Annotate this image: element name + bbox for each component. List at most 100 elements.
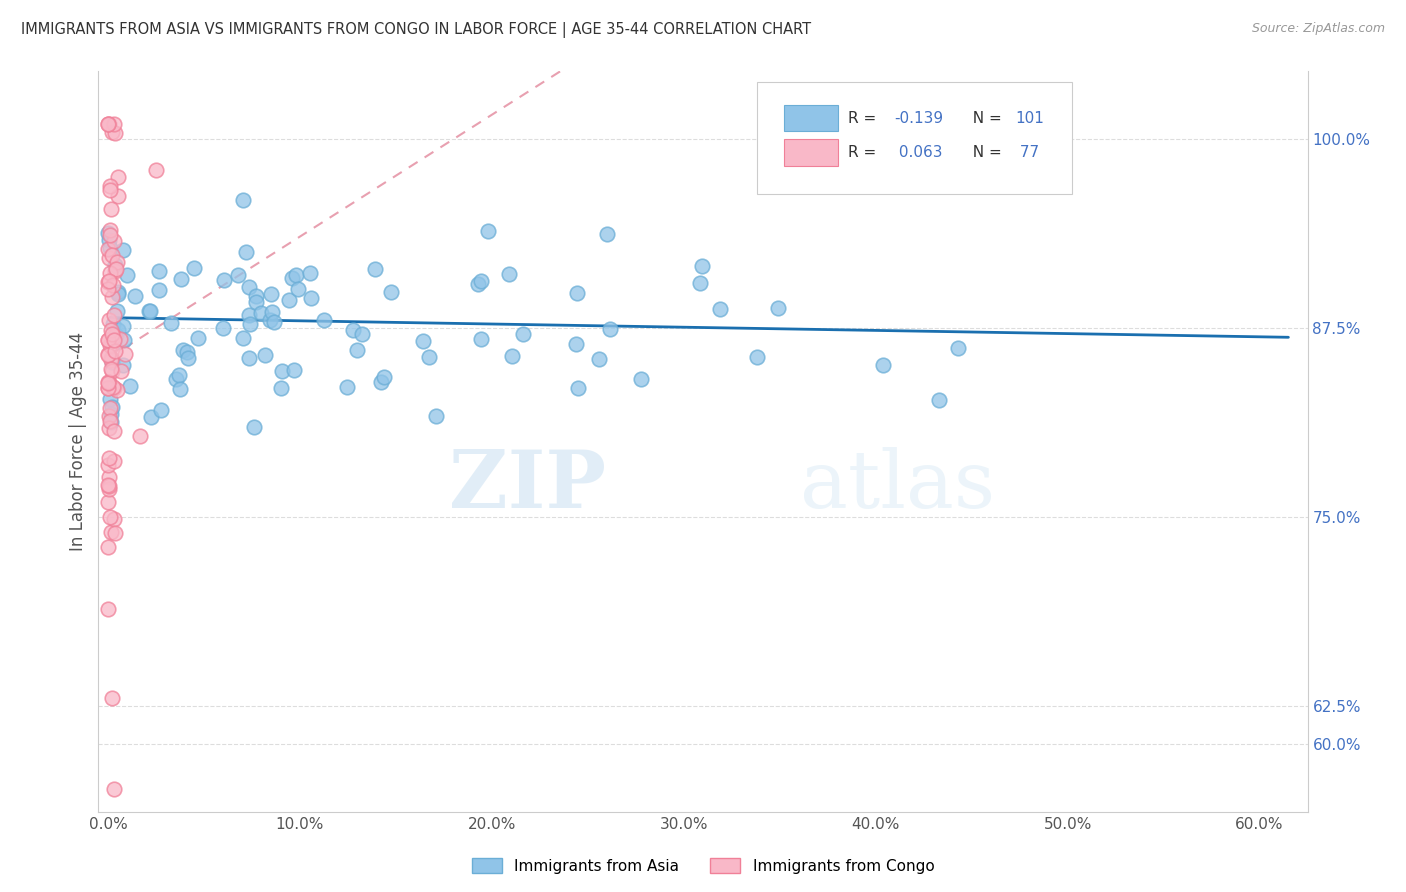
Point <box>97 541 120 555</box>
Point <box>100 202 122 216</box>
Point <box>283 362 305 376</box>
Point <box>103 381 125 395</box>
Point <box>97 478 120 492</box>
Point <box>101 380 124 394</box>
Point <box>745 350 768 364</box>
Point <box>380 285 402 299</box>
Point <box>169 272 191 286</box>
Point <box>98 414 121 428</box>
Point <box>97 421 120 435</box>
Point <box>281 270 304 285</box>
Point <box>425 409 447 424</box>
Point <box>232 331 254 345</box>
Point <box>103 424 125 438</box>
Text: -0.139: -0.139 <box>894 111 943 126</box>
Point <box>138 304 160 318</box>
Point <box>145 162 167 177</box>
Point <box>167 368 190 382</box>
Point <box>139 409 162 424</box>
Text: 101: 101 <box>1015 111 1043 126</box>
Point <box>97 282 120 296</box>
Point <box>97 381 120 395</box>
Point <box>112 319 135 334</box>
Text: R =: R = <box>848 111 882 126</box>
Point <box>630 372 652 386</box>
Point <box>107 323 129 337</box>
Point <box>103 333 125 347</box>
Point <box>97 470 120 484</box>
Point <box>105 383 128 397</box>
Point <box>299 291 322 305</box>
Point <box>104 261 127 276</box>
Point <box>97 333 120 347</box>
Point <box>567 381 589 395</box>
Point <box>111 359 134 373</box>
Point <box>112 243 135 257</box>
Point <box>346 343 368 358</box>
Point <box>271 364 294 378</box>
Point <box>97 458 120 473</box>
Point <box>872 358 894 372</box>
Point <box>103 336 125 351</box>
Point <box>101 125 124 139</box>
Point <box>470 274 492 288</box>
Point <box>287 282 309 296</box>
Point <box>118 379 141 393</box>
Point <box>98 450 121 465</box>
Point <box>260 305 283 319</box>
Text: ZIP: ZIP <box>450 447 606 525</box>
Point <box>103 117 125 131</box>
Point <box>105 304 128 318</box>
FancyBboxPatch shape <box>785 104 838 131</box>
Point <box>98 510 121 524</box>
Point <box>107 189 129 203</box>
Point <box>97 333 120 347</box>
Point <box>104 344 127 359</box>
Point <box>103 782 125 797</box>
Point <box>567 286 589 301</box>
Point <box>110 364 132 378</box>
Point <box>98 241 121 255</box>
Point <box>103 308 125 322</box>
Point <box>97 313 120 327</box>
Point <box>104 526 127 541</box>
Point <box>107 285 129 300</box>
Point <box>98 337 121 351</box>
Point <box>103 234 125 248</box>
Point <box>98 401 121 415</box>
Point <box>165 372 187 386</box>
Point <box>101 355 124 369</box>
Point <box>418 350 440 364</box>
Text: 77: 77 <box>1015 145 1039 161</box>
Point <box>263 315 285 329</box>
Point <box>101 326 124 341</box>
Text: N =: N = <box>963 111 1007 126</box>
Text: R =: R = <box>848 145 882 161</box>
Point <box>212 273 235 287</box>
Point <box>98 266 121 280</box>
Point <box>238 309 260 323</box>
Point <box>103 278 125 293</box>
Point <box>108 332 131 346</box>
FancyBboxPatch shape <box>785 139 838 166</box>
Point <box>100 248 122 262</box>
Point <box>107 170 129 185</box>
Point <box>259 313 281 327</box>
Point <box>115 268 138 283</box>
Point <box>285 268 308 283</box>
Point <box>373 370 395 384</box>
Point <box>100 407 122 421</box>
Point <box>97 495 120 509</box>
Point <box>176 344 198 359</box>
Point <box>97 376 120 391</box>
Text: IMMIGRANTS FROM ASIA VS IMMIGRANTS FROM CONGO IN LABOR FORCE | AGE 35-44 CORRELA: IMMIGRANTS FROM ASIA VS IMMIGRANTS FROM … <box>21 22 811 38</box>
Text: 0.063: 0.063 <box>894 145 942 161</box>
Point <box>270 381 292 395</box>
Point <box>501 349 523 363</box>
Point <box>97 117 120 131</box>
Point <box>97 251 120 265</box>
Point <box>128 429 150 443</box>
Point <box>98 233 121 247</box>
Point <box>149 403 172 417</box>
Point <box>235 245 257 260</box>
